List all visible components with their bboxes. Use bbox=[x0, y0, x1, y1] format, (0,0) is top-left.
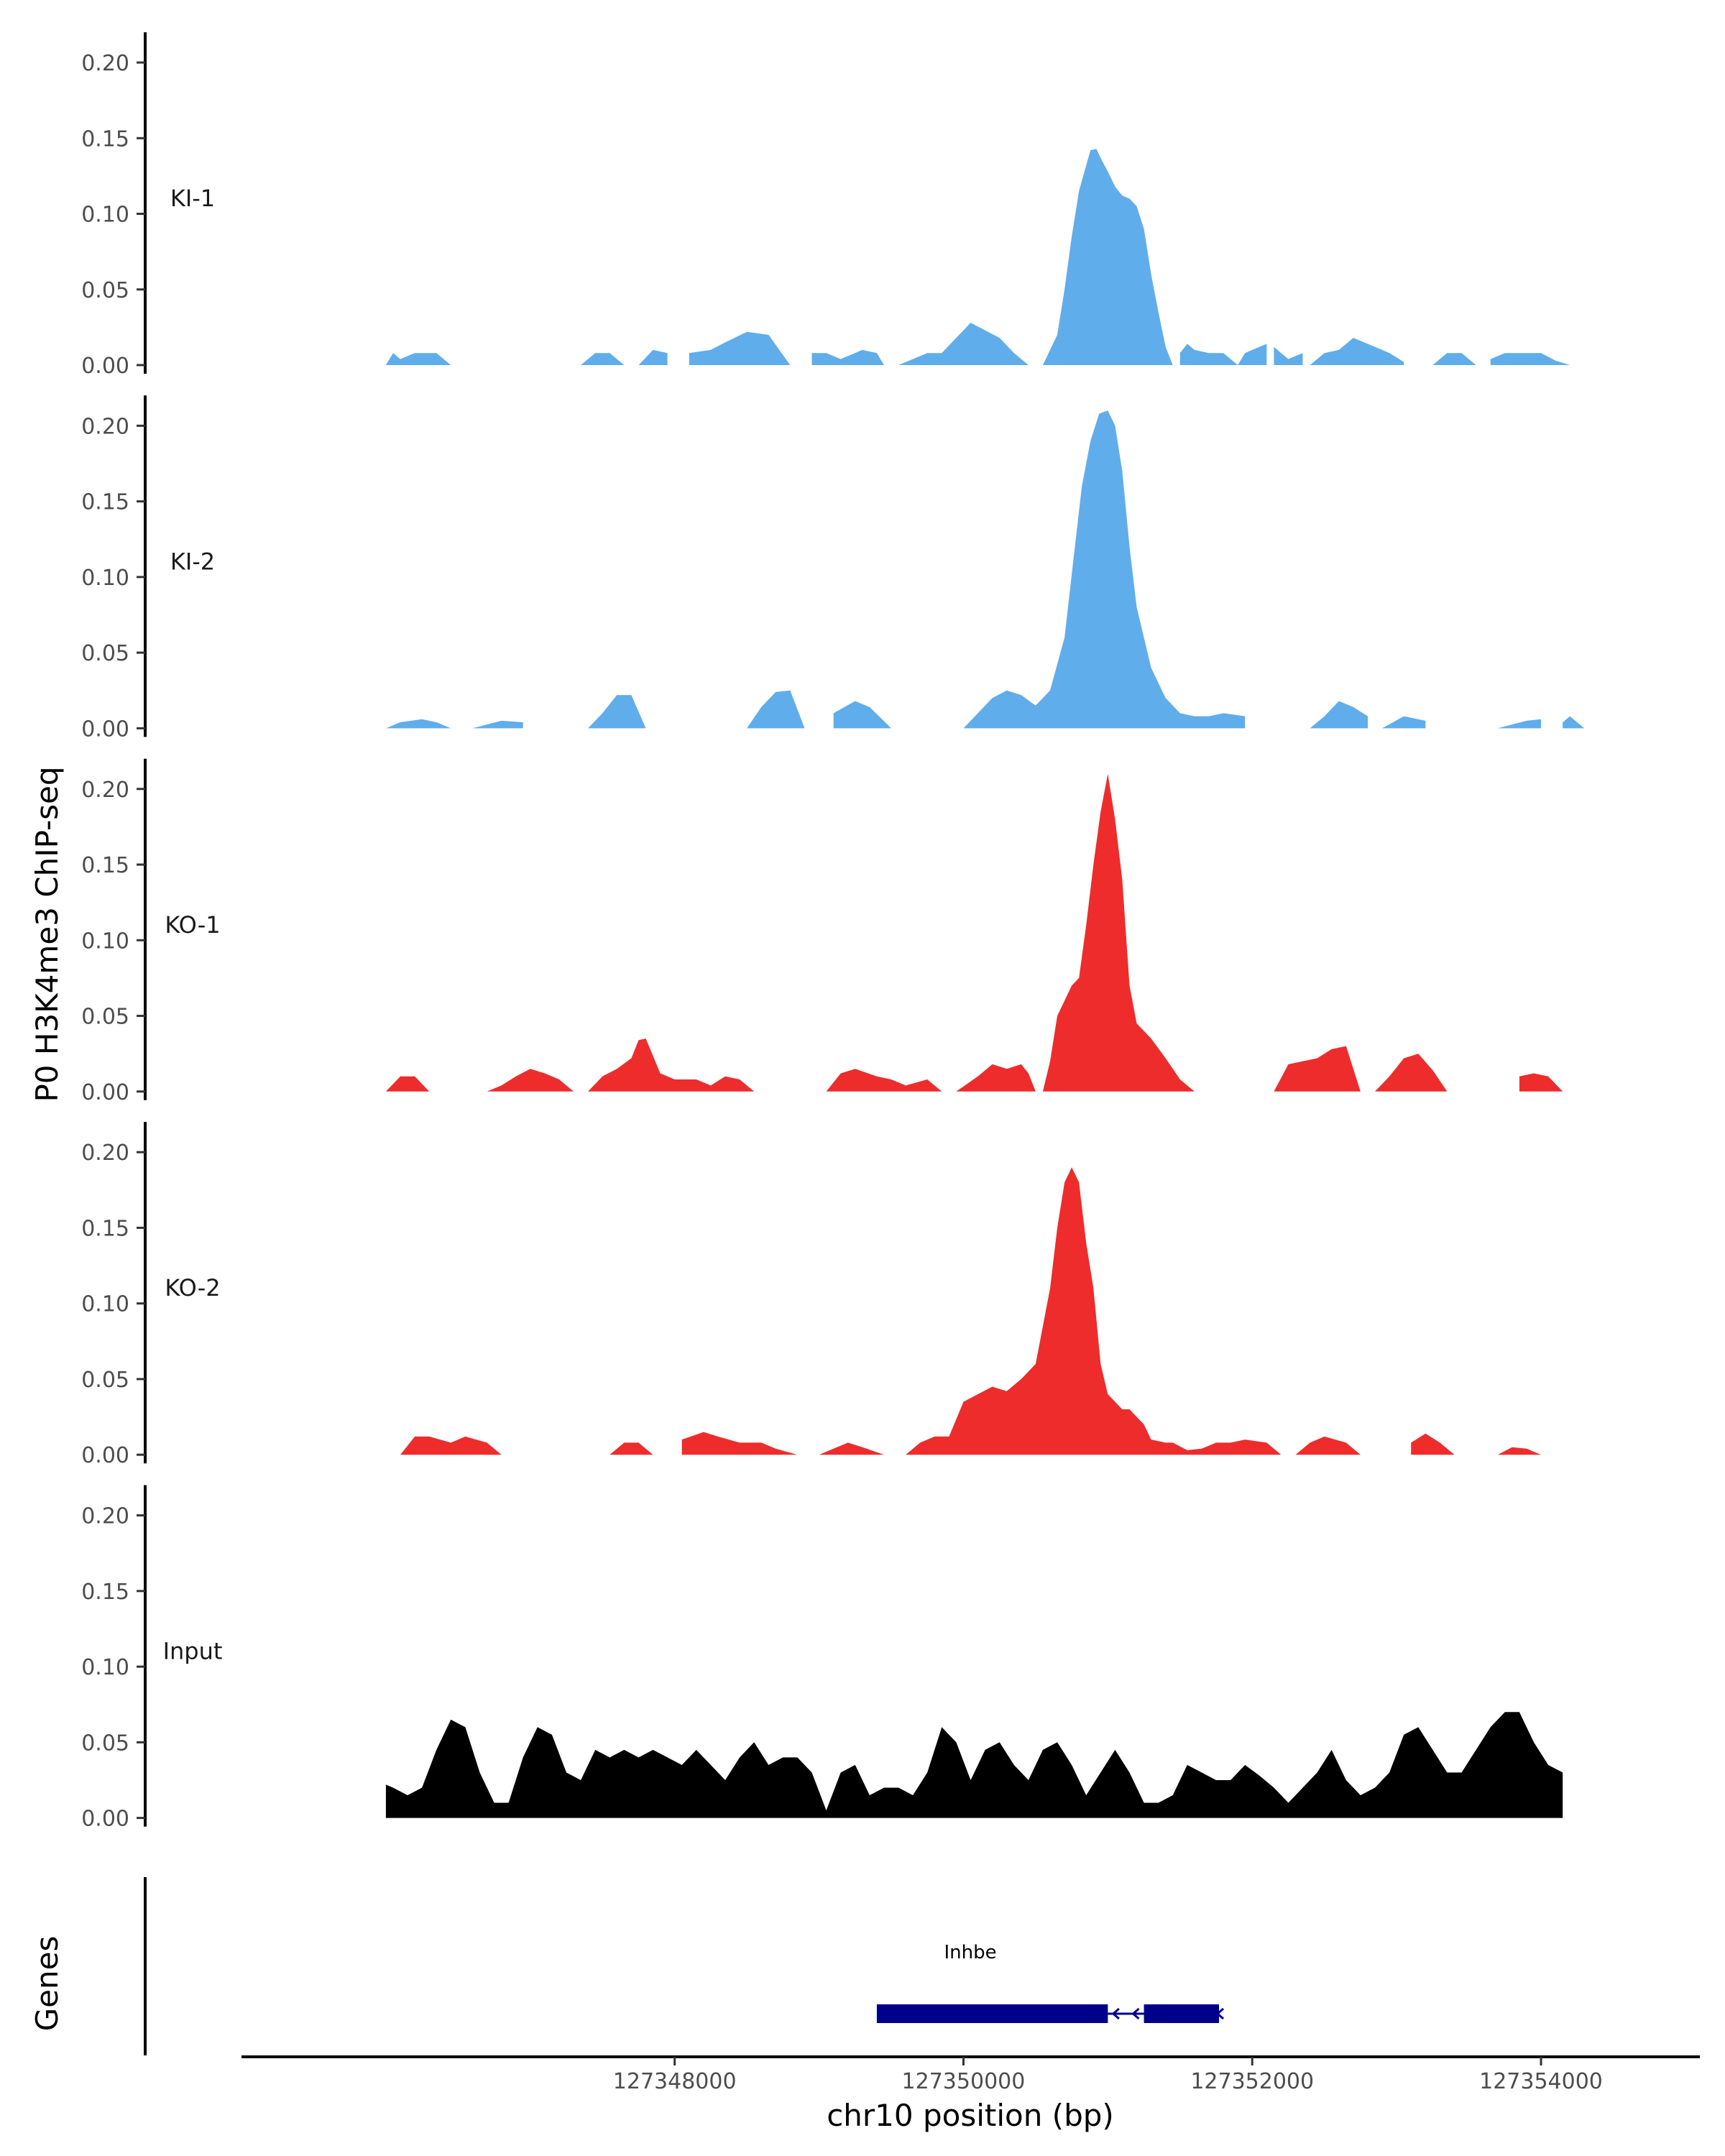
coverage-area-ko-1 bbox=[385, 1076, 430, 1092]
y-tick-label: 0.05 bbox=[81, 1731, 129, 1756]
y-tick-label: 0.00 bbox=[81, 1080, 129, 1105]
track-label-input: Input bbox=[163, 1638, 223, 1665]
y-tick-label: 0.20 bbox=[81, 1141, 129, 1166]
coverage-area-ki-1 bbox=[581, 349, 668, 365]
y-tick-label: 0.00 bbox=[81, 717, 129, 742]
coverage-area-ko-1 bbox=[956, 773, 1209, 1092]
track-label-ko-1: KO-1 bbox=[165, 911, 220, 939]
coverage-area-ki-2 bbox=[1382, 716, 1426, 729]
y-tick-label: 0.15 bbox=[81, 1580, 129, 1605]
coverage-area-ki-2 bbox=[385, 719, 451, 729]
x-tick-label: 127350000 bbox=[902, 2069, 1026, 2094]
gene-name-label: Inhbe bbox=[944, 1942, 996, 1963]
x-axis: 127348000 127350000 127352000 127354000 bbox=[242, 2055, 1700, 2094]
gene-track: Genes Inhbe bbox=[29, 1877, 1225, 2055]
coverage-area-ko-1 bbox=[1375, 1054, 1448, 1092]
x-axis-title: chr10 position (bp) bbox=[827, 2098, 1114, 2133]
gene-exon-block bbox=[1144, 2004, 1220, 2023]
y-tick-label: 0.00 bbox=[81, 354, 129, 379]
coverage-area-ki-1 bbox=[1274, 346, 1303, 365]
y-axis-title: P0 H3K4me3 ChIP-seq bbox=[29, 766, 65, 1102]
y-tick-label: 0.05 bbox=[81, 641, 129, 666]
track-ko-2: 0.00 0.05 0.10 0.15 0.20 KO-2 bbox=[81, 1122, 1541, 1468]
coverage-area-ki-1 bbox=[689, 331, 791, 365]
y-tick-label: 0.10 bbox=[81, 1655, 129, 1680]
coverage-area-ki-2 bbox=[747, 690, 805, 729]
coverage-area-ko-1 bbox=[1274, 1046, 1361, 1092]
y-tick-label: 0.00 bbox=[81, 1807, 129, 1832]
coverage-area-ko-2 bbox=[819, 1442, 884, 1455]
coverage-area-ko-1 bbox=[1519, 1073, 1563, 1092]
y-tick-label: 0.05 bbox=[81, 278, 129, 303]
coverage-area-ki-2 bbox=[588, 695, 646, 729]
track-group: 0.00 0.05 0.10 0.15 0.20 KI-1 0.00 0.05 0.10 0.15… bbox=[81, 32, 1585, 1832]
track-label-ki-1: KI-1 bbox=[170, 185, 215, 212]
coverage-area-ko-2 bbox=[1411, 1433, 1455, 1455]
y-tick-label: 0.05 bbox=[81, 1005, 129, 1030]
coverage-area-ko-1 bbox=[487, 1069, 574, 1092]
coverage-area-ko-2 bbox=[681, 1432, 798, 1455]
coverage-area-ko-2 bbox=[400, 1436, 523, 1455]
coverage-area-ko-2 bbox=[906, 1167, 1282, 1455]
y-tick-label: 0.20 bbox=[81, 414, 129, 439]
track-ki-1: 0.00 0.05 0.10 0.15 0.20 KI-1 bbox=[81, 32, 1570, 379]
coverage-area-ki-2 bbox=[1310, 701, 1368, 729]
y-tick-label: 0.20 bbox=[81, 1504, 129, 1529]
coverage-area-ki-1 bbox=[1490, 353, 1570, 365]
gene-track-label: Genes bbox=[29, 1936, 65, 2032]
x-tick-label: 127352000 bbox=[1190, 2069, 1314, 2094]
strand-arrow-icon bbox=[1215, 2007, 1225, 2020]
track-ki-2: 0.00 0.05 0.10 0.15 0.20 KI-2 bbox=[81, 395, 1585, 742]
y-tick-label: 0.15 bbox=[81, 853, 129, 878]
track-input: 0.00 0.05 0.10 0.15 0.20 Input bbox=[81, 1485, 1563, 1832]
coverage-area-ki-2 bbox=[963, 410, 1246, 729]
y-tick-label: 0.15 bbox=[81, 1216, 129, 1241]
coverage-area-ko-2 bbox=[1295, 1436, 1361, 1455]
track-ko-1: 0.00 0.05 0.10 0.15 0.20 KO-1 bbox=[81, 758, 1563, 1105]
coverage-area-ki-2 bbox=[472, 720, 523, 729]
y-tick-label: 0.20 bbox=[81, 778, 129, 803]
coverage-area-ki-1 bbox=[1432, 353, 1476, 365]
coverage-area-ki-1 bbox=[1179, 344, 1267, 365]
coverage-area-ko-2 bbox=[1497, 1447, 1541, 1455]
y-tick-label: 0.10 bbox=[81, 203, 129, 228]
x-tick-label: 127348000 bbox=[613, 2069, 737, 2094]
coverage-area-input bbox=[385, 1712, 1563, 1818]
coverage-area-ki-1 bbox=[898, 323, 1029, 365]
strand-arrow-icon bbox=[1131, 2007, 1140, 2020]
coverage-area-ki-2 bbox=[833, 701, 891, 729]
y-tick-label: 0.10 bbox=[81, 1292, 129, 1317]
y-tick-label: 0.20 bbox=[81, 51, 129, 76]
y-tick-label: 0.05 bbox=[81, 1368, 129, 1393]
coverage-area-ki-1 bbox=[1042, 149, 1173, 365]
coverage-area-ki-1 bbox=[1310, 338, 1404, 365]
coverage-area-ki-2 bbox=[1563, 716, 1585, 729]
y-tick-label: 0.15 bbox=[81, 126, 129, 152]
y-tick-label: 0.15 bbox=[81, 490, 129, 515]
y-tick-label: 0.10 bbox=[81, 566, 129, 591]
coverage-area-ki-1 bbox=[385, 353, 466, 365]
coverage-area-ki-1 bbox=[811, 349, 884, 365]
track-label-ko-2: KO-2 bbox=[165, 1274, 220, 1302]
track-label-ki-2: KI-2 bbox=[170, 548, 215, 575]
coverage-area-ki-2 bbox=[1497, 719, 1541, 729]
coverage-area-ko-1 bbox=[588, 1038, 755, 1092]
strand-arrow-icon bbox=[1111, 2007, 1120, 2020]
coverage-area-ko-1 bbox=[826, 1069, 942, 1092]
x-tick-label: 127354000 bbox=[1479, 2069, 1603, 2094]
y-tick-label: 0.00 bbox=[81, 1443, 129, 1468]
gene-exon-block bbox=[876, 2004, 1108, 2023]
y-tick-label: 0.10 bbox=[81, 929, 129, 954]
coverage-area-ko-2 bbox=[610, 1442, 668, 1455]
